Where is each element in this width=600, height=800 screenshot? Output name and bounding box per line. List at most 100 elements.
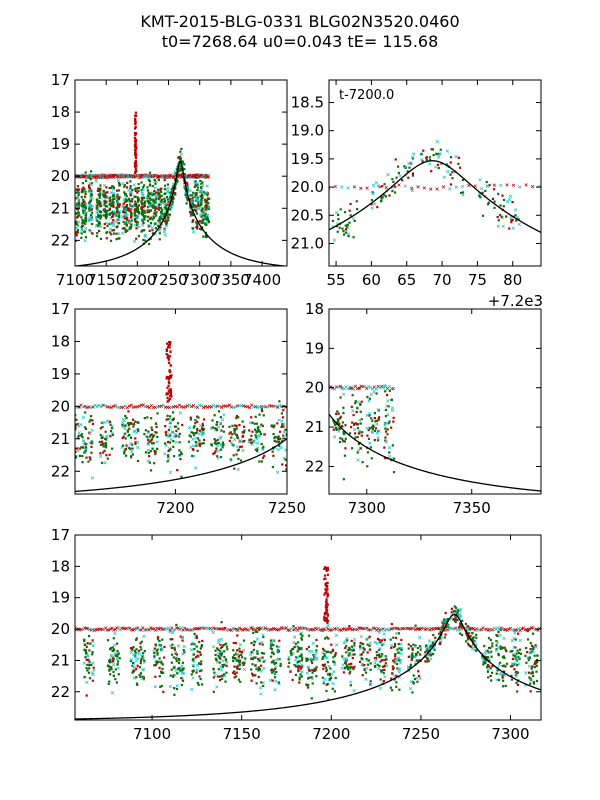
data-point bbox=[428, 156, 431, 159]
data-point bbox=[232, 641, 235, 645]
data-point bbox=[117, 222, 120, 225]
data-point bbox=[84, 214, 88, 217]
data-point bbox=[136, 440, 140, 444]
data-point bbox=[127, 446, 131, 450]
data-point bbox=[212, 452, 215, 455]
data-point bbox=[241, 628, 245, 632]
data-point bbox=[154, 227, 158, 230]
data-point bbox=[149, 450, 152, 453]
data-point bbox=[140, 191, 145, 196]
data-point bbox=[141, 209, 144, 213]
data-point bbox=[113, 651, 117, 656]
data-point bbox=[343, 211, 347, 214]
data-point bbox=[337, 412, 340, 415]
data-point bbox=[412, 627, 416, 631]
data-point bbox=[202, 428, 205, 432]
data-point bbox=[389, 638, 392, 641]
data-point bbox=[175, 684, 179, 688]
data-point bbox=[511, 200, 514, 204]
data-point bbox=[385, 658, 388, 661]
data-point bbox=[108, 199, 111, 203]
data-point bbox=[383, 668, 386, 672]
data-point bbox=[76, 220, 81, 224]
data-point bbox=[295, 628, 300, 632]
data-point bbox=[359, 634, 363, 639]
data-point bbox=[211, 403, 216, 408]
data-point bbox=[195, 636, 198, 639]
data-point bbox=[503, 656, 506, 660]
data-point bbox=[410, 658, 413, 661]
data-point bbox=[180, 683, 184, 687]
data-point bbox=[278, 444, 281, 448]
data-point bbox=[390, 398, 393, 402]
data-point bbox=[514, 646, 517, 649]
data-point bbox=[170, 188, 173, 191]
data-point bbox=[272, 426, 275, 429]
data-point bbox=[150, 442, 154, 445]
data-point bbox=[376, 637, 380, 641]
data-point bbox=[298, 665, 301, 668]
data-point bbox=[424, 651, 427, 654]
data-point bbox=[171, 418, 175, 421]
data-point bbox=[83, 187, 86, 191]
data-point bbox=[189, 445, 193, 449]
data-point bbox=[124, 198, 127, 201]
data-point bbox=[437, 155, 441, 159]
data-point bbox=[204, 198, 207, 201]
data-point bbox=[374, 180, 379, 185]
data-point bbox=[360, 400, 363, 403]
data-point bbox=[326, 623, 330, 628]
data-point bbox=[75, 191, 78, 194]
data-point bbox=[99, 224, 103, 229]
data-point bbox=[271, 465, 275, 469]
data-point bbox=[376, 663, 379, 666]
data-point bbox=[263, 626, 267, 630]
data-point bbox=[504, 684, 507, 687]
data-point bbox=[148, 461, 151, 464]
data-point bbox=[94, 224, 99, 228]
data-point bbox=[104, 446, 107, 449]
data-point bbox=[275, 658, 279, 662]
data-point bbox=[216, 420, 219, 424]
data-point bbox=[489, 674, 492, 677]
data-point bbox=[179, 152, 183, 157]
data-point bbox=[140, 190, 144, 194]
data-point bbox=[173, 648, 177, 651]
data-point bbox=[75, 205, 79, 209]
x-tick-label: 7150 bbox=[223, 725, 261, 743]
data-point bbox=[426, 650, 429, 653]
data-point bbox=[219, 405, 224, 409]
data-point bbox=[168, 346, 171, 349]
data-point bbox=[125, 199, 129, 202]
data-point bbox=[450, 607, 453, 610]
data-point bbox=[158, 675, 161, 678]
data-point bbox=[207, 220, 211, 223]
data-point bbox=[329, 651, 332, 654]
data-point bbox=[173, 432, 178, 436]
data-point bbox=[99, 214, 102, 217]
data-point bbox=[457, 156, 460, 159]
data-point bbox=[326, 603, 329, 606]
data-point bbox=[224, 658, 227, 661]
data-point bbox=[383, 456, 387, 460]
data-point bbox=[339, 396, 342, 399]
data-point bbox=[126, 229, 129, 232]
data-point bbox=[164, 184, 167, 187]
data-point bbox=[258, 686, 263, 690]
data-point bbox=[185, 202, 188, 205]
data-point bbox=[231, 626, 235, 630]
data-point bbox=[531, 672, 535, 675]
data-point bbox=[198, 220, 201, 223]
data-point bbox=[251, 657, 254, 661]
data-point bbox=[494, 648, 499, 652]
data-point bbox=[118, 215, 121, 219]
data-point bbox=[167, 418, 170, 421]
data-point bbox=[294, 658, 298, 662]
data-point bbox=[357, 387, 361, 391]
data-point bbox=[368, 641, 373, 645]
data-point bbox=[171, 630, 175, 635]
data-point bbox=[85, 667, 88, 670]
data-point bbox=[114, 212, 118, 216]
data-point bbox=[285, 433, 287, 436]
data-point bbox=[136, 428, 139, 431]
